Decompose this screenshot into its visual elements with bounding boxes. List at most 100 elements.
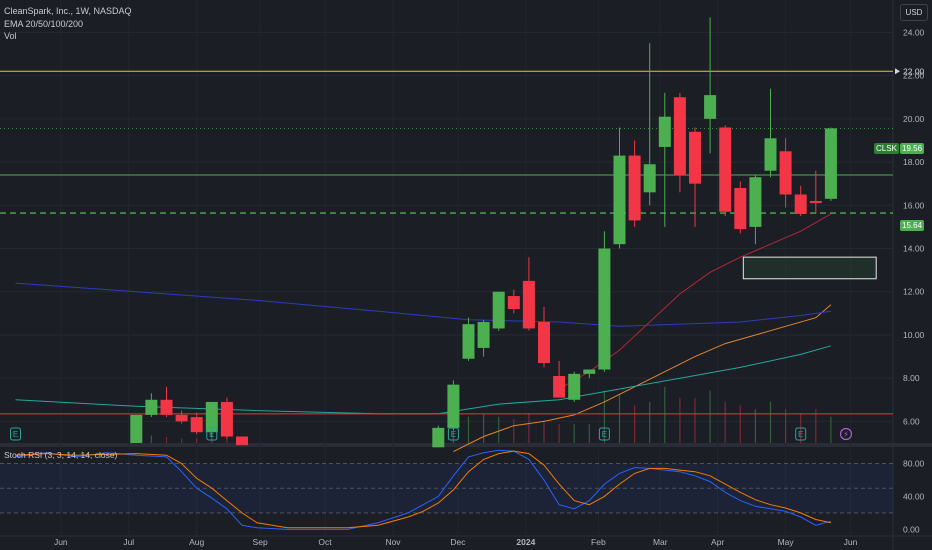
last-price-tag: 19.56 xyxy=(900,143,925,154)
stoch-k-line xyxy=(15,449,832,530)
symbol-title: CleanSpark, Inc., 1W, NASDAQ xyxy=(4,6,132,16)
candle-down xyxy=(538,321,550,364)
y-tick-label: 16.00 xyxy=(903,200,925,210)
target-zone-box xyxy=(742,256,877,280)
candle-down xyxy=(719,127,732,212)
currency-button[interactable]: USD xyxy=(900,4,928,21)
earnings-event-glyph: E xyxy=(209,430,214,439)
candle-down xyxy=(175,414,188,422)
candle-up xyxy=(432,427,445,448)
volume-bar xyxy=(467,416,470,443)
candle-up xyxy=(824,128,837,199)
x-tick-label: May xyxy=(778,537,795,547)
volume-bar xyxy=(196,438,198,443)
x-tick-label: Dec xyxy=(450,537,466,547)
stoch-tick-label: 40.00 xyxy=(903,491,925,501)
volume-bar xyxy=(603,390,605,443)
candle-up xyxy=(658,116,671,147)
volume-bar xyxy=(513,419,515,443)
candle-up xyxy=(462,324,475,359)
volume-bar xyxy=(588,424,590,443)
volume-bar xyxy=(618,394,621,443)
volume-bar xyxy=(649,401,651,443)
volume-bar xyxy=(785,409,787,443)
candle-down xyxy=(628,155,641,221)
ema-line xyxy=(15,282,831,327)
x-tick-label: Jul xyxy=(123,537,134,547)
candle-up xyxy=(447,384,460,428)
y-tick-label: 20.00 xyxy=(903,114,925,124)
earnings-event-icon xyxy=(795,427,807,441)
candle-down xyxy=(220,401,233,437)
candle-up xyxy=(583,369,596,374)
x-tick-label: Mar xyxy=(653,537,668,547)
candle-up xyxy=(704,95,717,119)
ticker-price-tag: CLSK xyxy=(874,143,899,154)
candle-up xyxy=(145,399,158,415)
candle-down xyxy=(553,376,566,398)
x-tick-label: Jun xyxy=(844,537,858,547)
earnings-event-glyph: E xyxy=(602,430,607,439)
dividend-event-icon xyxy=(839,427,853,441)
y-tick-label: 12.00 xyxy=(903,287,925,297)
earnings-event-glyph: E xyxy=(13,430,18,439)
y-tick-label: 24.00 xyxy=(903,27,925,37)
dividend-event-glyph: ⚡ xyxy=(843,430,849,439)
x-tick-label: Oct xyxy=(318,537,332,547)
y-tick-label: 10.00 xyxy=(903,330,925,340)
candle-down xyxy=(734,188,747,230)
volume-bar xyxy=(634,405,636,443)
volume-bar xyxy=(830,416,832,443)
volume-bar xyxy=(211,435,213,443)
candle-up xyxy=(643,164,656,193)
volume-bar xyxy=(815,409,817,443)
volume-bar xyxy=(150,435,152,443)
x-tick-label: Nov xyxy=(385,537,401,547)
candle-down xyxy=(160,399,173,415)
y-tick-label: 14.00 xyxy=(903,244,925,254)
volume-bar xyxy=(739,405,741,443)
volume-bar xyxy=(664,386,666,443)
earnings-event-icon xyxy=(598,427,610,441)
x-tick-label: Aug xyxy=(189,537,204,547)
candle-up xyxy=(568,373,581,400)
ema-indicator-label[interactable]: EMA 20/50/100/200 xyxy=(4,19,84,29)
ema-line xyxy=(453,304,832,453)
resistance-label: 22.00 xyxy=(903,66,925,76)
stoch-pane-bg xyxy=(0,447,893,536)
volume-bar xyxy=(679,398,681,443)
x-tick-label: Apr xyxy=(711,537,724,547)
x-tick-label: Sep xyxy=(253,537,268,547)
x-tick-label: 2024 xyxy=(516,537,535,547)
candle-up xyxy=(613,155,626,245)
y-tick-label: 8.00 xyxy=(903,373,920,383)
candle-down xyxy=(673,97,686,176)
candle-up xyxy=(764,138,777,171)
volume-bar xyxy=(709,390,711,443)
earnings-event-icon xyxy=(10,427,21,441)
volume-bar xyxy=(754,409,756,443)
earnings-event-icon xyxy=(447,427,459,441)
volume-bar xyxy=(724,401,726,443)
candle-down xyxy=(779,151,792,195)
candle-up xyxy=(598,248,611,370)
candle-down xyxy=(507,296,520,310)
volume-bar xyxy=(543,420,545,443)
x-tick-label: Jun xyxy=(54,537,68,547)
earnings-event-icon xyxy=(206,427,218,441)
earnings-event-glyph: E xyxy=(798,430,803,439)
y-tick-label: 18.00 xyxy=(903,157,925,167)
stoch-rsi-label: Stoch RSI (3, 3, 14, 14, close) xyxy=(4,450,118,460)
volume-bar xyxy=(181,438,183,443)
ema-line xyxy=(15,345,832,415)
earnings-event-glyph: E xyxy=(451,430,456,439)
stoch-tick-label: 80.00 xyxy=(903,458,925,468)
candle-up xyxy=(477,321,490,348)
candle-down xyxy=(236,436,248,446)
volume-indicator-label[interactable]: Vol xyxy=(4,31,17,41)
candle-down xyxy=(809,200,822,204)
volume-bar xyxy=(452,424,454,443)
y-tick-label: 22.00 xyxy=(903,71,925,81)
candle-down xyxy=(689,131,701,184)
